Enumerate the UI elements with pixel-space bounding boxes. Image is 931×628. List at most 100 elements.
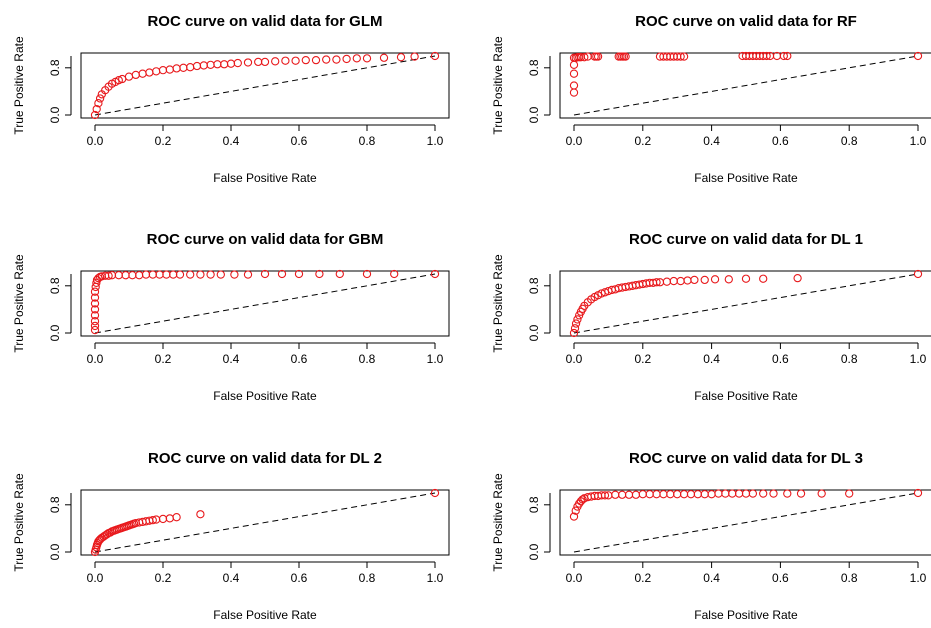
roc-point xyxy=(291,56,300,65)
roc-point xyxy=(220,60,229,69)
x-tick-label: 0.4 xyxy=(703,352,720,366)
roc-point xyxy=(638,490,647,499)
roc-point xyxy=(686,490,696,499)
roc-point xyxy=(230,270,239,279)
roc-point xyxy=(624,490,634,499)
x-tick-label: 0.6 xyxy=(772,571,789,585)
roc-point xyxy=(728,489,737,498)
y-tick-label: 0.0 xyxy=(48,543,62,560)
roc-point xyxy=(710,275,720,284)
roc-point xyxy=(779,51,788,61)
x-axis-label: False Positive Rate xyxy=(694,171,798,185)
roc-point xyxy=(714,489,723,498)
roc-point xyxy=(621,52,630,61)
reference-diagonal xyxy=(573,492,919,553)
roc-point xyxy=(335,269,344,279)
x-tick-label: 0.2 xyxy=(634,571,651,585)
roc-point xyxy=(260,57,270,67)
chart-title: ROC curve on valid data for DL 1 xyxy=(629,231,863,248)
roc-point xyxy=(301,55,310,65)
x-axis-label: False Positive Rate xyxy=(213,389,317,403)
roc-panel-4: ROC curve on valid data for DL 1 0.0 0.2 0.… xyxy=(491,231,931,403)
x-tick-label: 0.4 xyxy=(703,134,720,148)
roc-point xyxy=(796,489,806,498)
roc-point xyxy=(430,269,440,279)
roc-point xyxy=(104,271,113,280)
y-axis-label: True Positive Rate xyxy=(12,473,26,572)
y-tick-label: 0.0 xyxy=(527,543,541,560)
roc-point xyxy=(169,270,178,279)
roc-point xyxy=(569,69,579,78)
roc-point xyxy=(669,276,678,286)
roc-point xyxy=(121,271,130,280)
reference-diagonal xyxy=(94,492,436,553)
roc-point xyxy=(748,489,758,498)
y-axis-label: True Positive Rate xyxy=(491,473,505,572)
x-tick-label: 0.0 xyxy=(566,352,583,366)
roc-point xyxy=(783,51,792,61)
x-tick-label: 0.4 xyxy=(223,571,240,585)
roc-point xyxy=(152,67,161,76)
y-tick-label: 0.0 xyxy=(527,324,541,341)
roc-point xyxy=(410,52,419,61)
y-axis-label: True Positive Rate xyxy=(491,254,505,353)
plot-frame xyxy=(80,52,450,119)
roc-point xyxy=(145,68,154,77)
y-tick-label: 0.8 xyxy=(527,496,541,513)
x-tick-label: 0.8 xyxy=(841,352,858,366)
x-tick-label: 0.2 xyxy=(155,571,172,585)
y-axis-label: True Positive Rate xyxy=(12,254,26,353)
chart-title: ROC curve on valid data for RF xyxy=(635,13,857,30)
roc-panel-2: ROC curve on valid data for RF 0.0 0.2 0.4 0… xyxy=(491,13,931,185)
roc-point xyxy=(90,321,100,331)
roc-point xyxy=(172,64,181,73)
roc-point xyxy=(700,490,709,499)
roc-point xyxy=(913,488,923,498)
roc-point xyxy=(741,489,751,498)
roc-point xyxy=(673,490,682,499)
roc-point xyxy=(679,52,689,61)
roc-point xyxy=(593,52,603,61)
chart-title: ROC curve on valid data for GBM xyxy=(147,231,384,248)
roc-point xyxy=(430,488,440,498)
roc-point xyxy=(260,269,270,279)
x-tick-label: 0.4 xyxy=(703,571,720,585)
roc-point xyxy=(90,110,100,120)
x-tick-label: 0.8 xyxy=(359,352,376,366)
roc-point xyxy=(913,269,923,279)
x-tick-label: 0.2 xyxy=(155,134,172,148)
roc-point xyxy=(114,271,123,280)
roc-point xyxy=(662,277,672,286)
roc-point xyxy=(783,489,792,498)
roc-point xyxy=(148,515,157,525)
roc-point xyxy=(90,325,100,335)
x-tick-label: 0.0 xyxy=(566,134,583,148)
roc-point xyxy=(734,489,744,498)
roc-point xyxy=(721,489,730,498)
roc-point xyxy=(652,490,661,499)
y-axis-label: True Positive Rate xyxy=(12,36,26,135)
roc-panel-1: ROC curve on valid data for GLM 0.0 0.2 0.4… xyxy=(12,13,450,185)
roc-point xyxy=(172,513,181,522)
roc-point xyxy=(332,55,341,64)
chart-title: ROC curve on valid data for DL 3 xyxy=(629,450,863,467)
roc-point xyxy=(90,317,100,326)
roc-point xyxy=(379,53,389,62)
chart-title: ROC curve on valid data for GLM xyxy=(147,13,382,30)
roc-point xyxy=(759,489,768,498)
roc-point xyxy=(390,269,399,279)
reference-diagonal xyxy=(94,273,436,334)
roc-point xyxy=(571,506,580,515)
roc-point xyxy=(676,52,685,61)
roc-point xyxy=(135,271,144,280)
roc-point xyxy=(90,287,100,296)
plot-frame xyxy=(559,52,931,119)
roc-point xyxy=(362,54,372,63)
x-tick-label: 0.6 xyxy=(291,571,308,585)
roc-point xyxy=(206,60,215,69)
roc-point xyxy=(158,514,168,524)
roc-point xyxy=(315,269,324,279)
roc-panel-6: ROC curve on valid data for DL 3 0.0 0.2 0.… xyxy=(491,450,931,622)
x-tick-label: 0.8 xyxy=(359,571,376,585)
roc-point xyxy=(158,66,168,75)
